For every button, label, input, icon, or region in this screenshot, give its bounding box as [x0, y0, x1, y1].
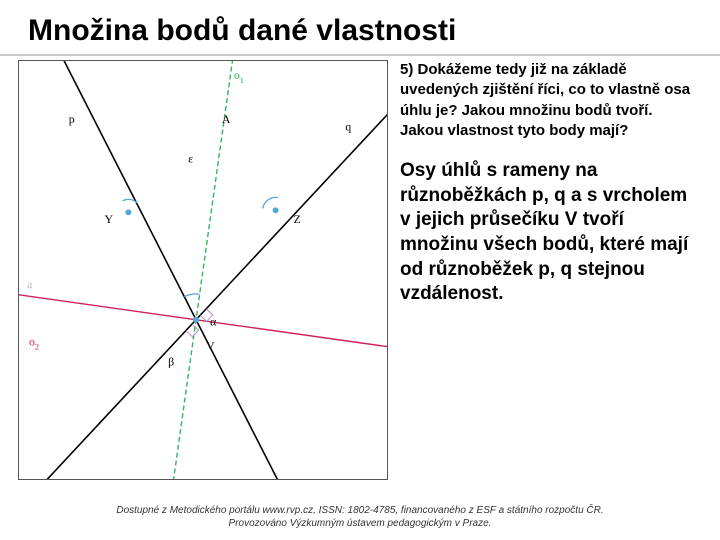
- svg-text:β: β: [168, 354, 174, 368]
- svg-text:Y: Y: [105, 212, 114, 226]
- svg-text:o1: o1: [234, 68, 244, 85]
- svg-text:p: p: [69, 112, 75, 126]
- svg-text:a: a: [27, 277, 33, 291]
- svg-text:ε: ε: [188, 152, 193, 166]
- svg-text:α: α: [210, 315, 216, 329]
- content-row: p q Ao1 o2 a ε Y Zα β V 5) Dokážeme tedy již na z…: [0, 56, 720, 480]
- diagram-svg: p q Ao1 o2 a ε Y Zα β V: [19, 61, 387, 479]
- svg-text:A: A: [222, 112, 231, 126]
- footer-line-1: Dostupné z Metodického portálu www.rvp.c…: [116, 505, 603, 516]
- svg-text:o2: o2: [29, 335, 39, 352]
- svg-text:V: V: [206, 339, 215, 353]
- geometry-diagram: p q Ao1 o2 a ε Y Zα β V: [18, 60, 388, 480]
- question-text: 5) Dokážeme tedy již na základě uvedenýc…: [400, 60, 698, 141]
- footer-line-2: Provozováno Výzkumným ústavem pedagogick…: [229, 518, 492, 529]
- page-title: Množina bodů dané vlastnosti: [0, 0, 720, 56]
- text-column: 5) Dokážeme tedy již na základě uvedenýc…: [400, 60, 702, 480]
- footer: Dostupné z Metodického portálu www.rvp.c…: [0, 504, 720, 530]
- svg-text:q: q: [345, 120, 351, 134]
- svg-text:Z: Z: [294, 212, 301, 226]
- answer-text: Osy úhlů s rameny na různoběžkách p, q a…: [400, 159, 698, 307]
